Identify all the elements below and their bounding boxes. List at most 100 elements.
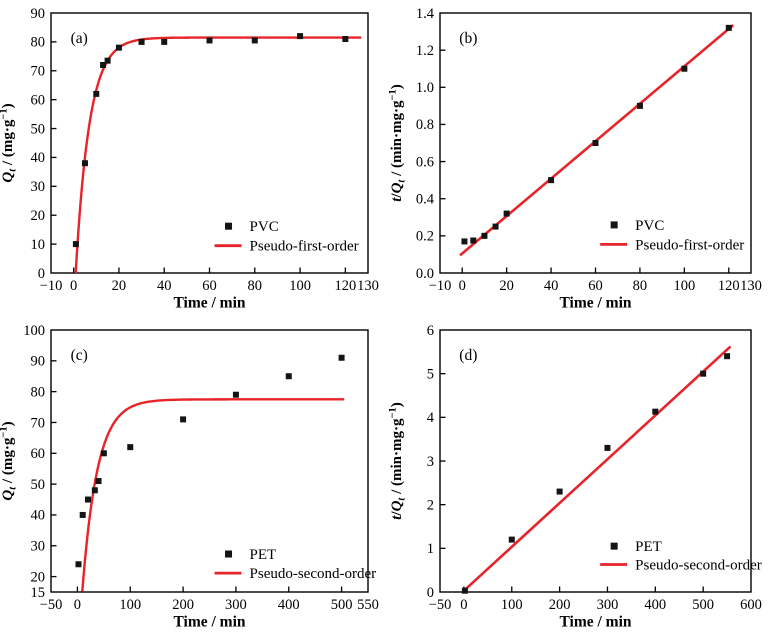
x-tick-label: 80 bbox=[248, 278, 263, 294]
y-tick-label: 2 bbox=[427, 497, 434, 513]
data-point bbox=[470, 237, 477, 244]
data-point bbox=[81, 160, 88, 167]
data-point bbox=[138, 38, 145, 45]
y-tick-label: 3 bbox=[427, 454, 434, 470]
y-tick-label: 1.4 bbox=[416, 6, 435, 22]
legend-marker-square bbox=[225, 550, 233, 558]
data-point bbox=[104, 57, 111, 64]
data-point bbox=[285, 373, 292, 380]
y-tick-label: 60 bbox=[31, 446, 46, 462]
x-tick-label: 500 bbox=[692, 597, 714, 613]
x-tick-label: 100 bbox=[673, 278, 695, 294]
y-axis-label: t/Qt / (min·mg·g−1) bbox=[389, 402, 408, 520]
data-point bbox=[75, 561, 82, 568]
x-tick-label: −10 bbox=[429, 278, 452, 294]
data-point bbox=[481, 232, 488, 239]
fit-line bbox=[463, 345, 732, 592]
axes-frame bbox=[50, 12, 369, 274]
legend-marker-square bbox=[610, 221, 618, 229]
y-tick-label: 15 bbox=[31, 585, 46, 601]
y-tick-label: 0.8 bbox=[416, 117, 434, 133]
legend-fit-label: Pseudo-first-order bbox=[250, 239, 359, 255]
y-tick-label: 80 bbox=[31, 35, 46, 51]
data-point bbox=[461, 587, 468, 594]
x-tick-label: 20 bbox=[112, 278, 127, 294]
chart-panel-b-pvc-t-over-qt: −10 0 20 40 60 80 100 120 130 0.0 0.2 0.4 0.6 0.8 1.0 1… bbox=[389, 6, 762, 312]
data-point bbox=[297, 33, 304, 40]
y-tick-label: 80 bbox=[31, 384, 46, 400]
data-point bbox=[652, 408, 659, 415]
y-axis-label: Qt / (mg·g−1) bbox=[0, 421, 19, 500]
data-point bbox=[93, 90, 100, 97]
x-tick-label: 550 bbox=[357, 597, 379, 613]
x-axis-label: Time / min bbox=[559, 614, 631, 631]
panel-letter: (b) bbox=[459, 30, 477, 47]
y-tick-label: 1.0 bbox=[416, 80, 434, 96]
data-point bbox=[492, 223, 499, 230]
data-point bbox=[681, 65, 688, 72]
legend-marker-square bbox=[610, 542, 618, 550]
panel-letter: (d) bbox=[459, 347, 477, 364]
data-point bbox=[84, 496, 91, 503]
legend-series-label: PVC bbox=[635, 218, 664, 234]
y-axis-label: t/Qt / (min·mg·g−1) bbox=[389, 84, 408, 202]
data-point bbox=[161, 38, 168, 45]
y-tick-label: 100 bbox=[23, 323, 45, 339]
panel-letter: (a) bbox=[71, 30, 88, 47]
data-point bbox=[72, 241, 79, 248]
y-tick-label: 0.6 bbox=[416, 154, 434, 170]
legend-series-label: PVC bbox=[250, 219, 279, 235]
x-tick-label: 40 bbox=[157, 278, 172, 294]
x-tick-label: 400 bbox=[644, 597, 666, 613]
x-tick-label: 0 bbox=[460, 597, 467, 613]
x-tick-label: 120 bbox=[718, 278, 740, 294]
legend-series-label: PET bbox=[250, 547, 277, 563]
legend-fit-label: Pseudo-first-order bbox=[635, 237, 744, 253]
x-axis-label: Time / min bbox=[173, 614, 245, 631]
y-tick-label: 70 bbox=[31, 415, 46, 431]
y-tick-label: 30 bbox=[31, 179, 46, 195]
axes-frame bbox=[50, 329, 369, 593]
data-point bbox=[724, 353, 731, 360]
y-tick-label: 50 bbox=[31, 121, 46, 137]
data-point bbox=[115, 44, 122, 51]
data-point bbox=[127, 444, 134, 451]
data-point bbox=[556, 488, 563, 495]
data-point bbox=[338, 354, 345, 361]
data-point bbox=[508, 536, 515, 543]
data-point bbox=[100, 62, 107, 68]
x-tick-label: 300 bbox=[597, 597, 619, 613]
data-point bbox=[700, 370, 707, 377]
legend-fit-label: Pseudo-second-order bbox=[250, 566, 377, 582]
x-tick-label: 100 bbox=[289, 278, 311, 294]
x-axis-label: Time / min bbox=[173, 295, 245, 312]
y-tick-label: 70 bbox=[31, 64, 46, 80]
x-tick-label: −50 bbox=[40, 597, 63, 613]
fit-curve bbox=[81, 398, 345, 592]
y-tick-label: 20 bbox=[31, 569, 46, 585]
x-tick-label: 130 bbox=[740, 278, 762, 294]
y-tick-label: 90 bbox=[31, 6, 46, 22]
x-tick-label: −10 bbox=[40, 278, 63, 294]
data-point bbox=[604, 444, 611, 451]
y-tick-label: 20 bbox=[31, 208, 46, 224]
y-tick-label: 0.2 bbox=[416, 229, 434, 245]
x-tick-label: 0 bbox=[70, 278, 77, 294]
data-point bbox=[503, 210, 510, 217]
data-point bbox=[206, 37, 213, 44]
x-tick-label: 20 bbox=[499, 278, 514, 294]
data-point bbox=[636, 102, 643, 109]
legend-fit-label: Pseudo-second-order bbox=[635, 557, 762, 573]
panel-letter: (c) bbox=[71, 347, 88, 364]
x-tick-label: 0 bbox=[459, 278, 466, 294]
chart-panel-a-pvc-qt: −10 0 20 40 60 80 100 120 1300102030405060708090… bbox=[0, 6, 379, 312]
x-tick-label: −50 bbox=[429, 597, 452, 613]
y-tick-label: 0.0 bbox=[416, 266, 434, 282]
data-point bbox=[180, 416, 187, 423]
x-tick-label: 200 bbox=[172, 597, 194, 613]
legend-series-label: PET bbox=[635, 539, 662, 555]
y-tick-label: 10 bbox=[31, 237, 46, 253]
